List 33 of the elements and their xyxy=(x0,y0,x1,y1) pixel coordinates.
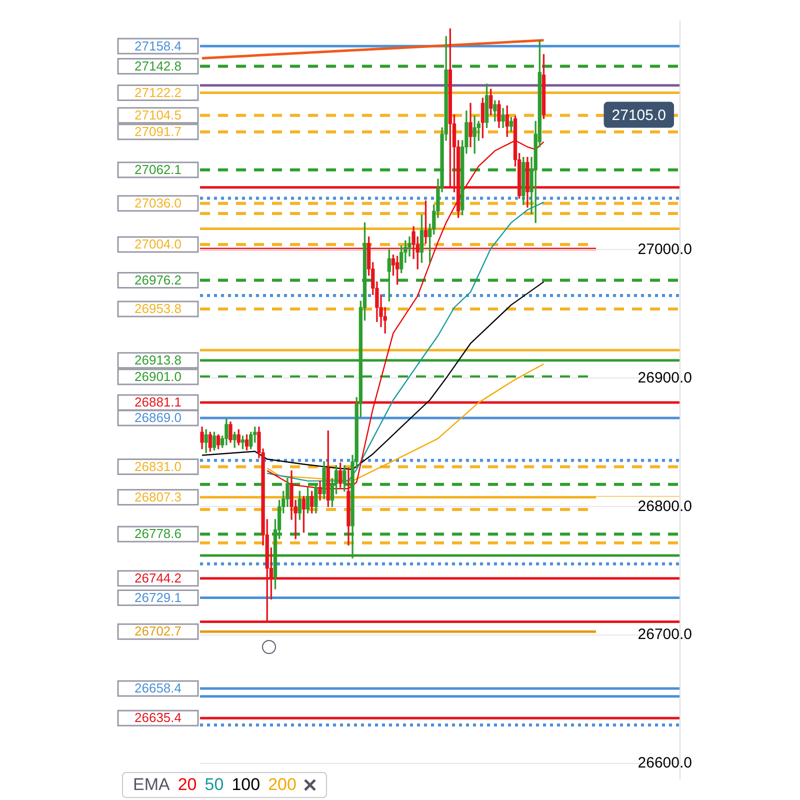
ref-line-label: 27062.1 xyxy=(134,162,182,177)
annotation: 27105.0 xyxy=(612,106,666,124)
y-tick-label: 27000.0 xyxy=(638,240,692,258)
text: 200 xyxy=(268,775,296,795)
text: 50 xyxy=(204,775,224,795)
ref-line-label: 26658.4 xyxy=(134,680,182,696)
ref-line-label: 27142.8 xyxy=(134,58,182,74)
text: 20 xyxy=(178,775,197,795)
ref-line-label: 27036.0 xyxy=(134,196,182,211)
ref-line-label: 26744.2 xyxy=(134,570,182,586)
ref-line-label: 27004.0 xyxy=(134,236,182,252)
y-tick-label: 26600.0 xyxy=(638,754,692,772)
ref-line-label: 27122.2 xyxy=(134,84,182,100)
ref-line-label: 27158.4 xyxy=(134,38,182,54)
ref-line-label: 27091.7 xyxy=(134,124,182,139)
ref-line-label: 26635.4 xyxy=(134,710,182,726)
ref-line-label: 26901.0 xyxy=(134,368,182,384)
ref-line-label: 26702.7 xyxy=(134,624,182,639)
ref-line-label: 26831.0 xyxy=(134,458,182,474)
ref-line-label: 26953.8 xyxy=(134,301,182,316)
ref-line-label: 26976.2 xyxy=(134,272,182,288)
text: 100 xyxy=(232,775,260,795)
y-tick-label: 26700.0 xyxy=(638,626,692,644)
ref-line-label: 26913.8 xyxy=(134,352,182,368)
ref-line-label: 26778.6 xyxy=(134,526,182,542)
legend-title: EMA xyxy=(133,775,170,795)
ref-line-label: 27104.5 xyxy=(134,108,182,123)
ref-line-label: 26869.0 xyxy=(134,410,182,426)
ref-line-label: 26881.1 xyxy=(134,394,182,410)
ref-line-label: 26729.1 xyxy=(134,590,182,605)
y-tick-label: 26900.0 xyxy=(638,369,692,386)
ref-line-label: 26807.3 xyxy=(134,489,182,504)
y-tick-label: 26800.0 xyxy=(638,498,692,515)
